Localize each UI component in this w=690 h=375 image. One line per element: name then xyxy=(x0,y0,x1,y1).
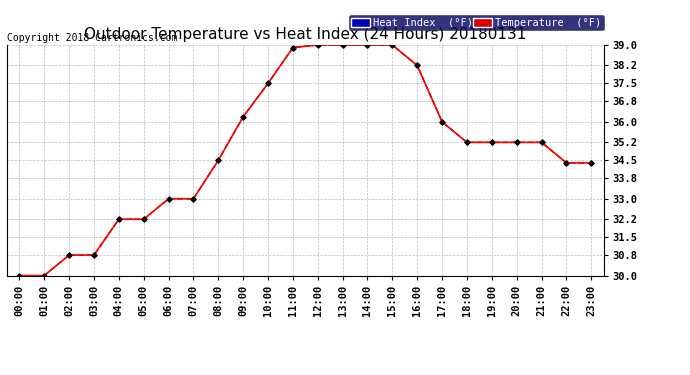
Text: Copyright 2018 Cartronics.com: Copyright 2018 Cartronics.com xyxy=(7,33,177,43)
Legend: Heat Index  (°F), Temperature  (°F): Heat Index (°F), Temperature (°F) xyxy=(348,15,604,30)
Title: Outdoor Temperature vs Heat Index (24 Hours) 20180131: Outdoor Temperature vs Heat Index (24 Ho… xyxy=(84,27,526,42)
